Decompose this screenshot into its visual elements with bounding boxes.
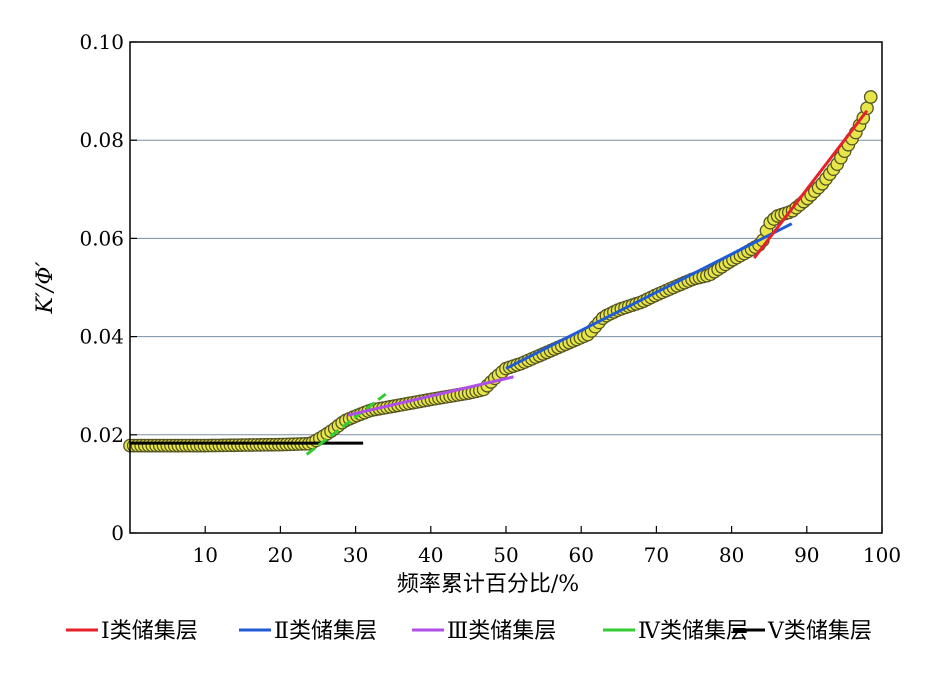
y-tick-label: 0.06 — [79, 226, 124, 250]
legend: Ⅰ类储集层 Ⅱ类储集层 Ⅲ类储集层 Ⅳ类储集层 Ⅴ类储集层 — [66, 619, 872, 644]
grid-lines — [130, 139, 882, 436]
y-axis-title: K′/Φ′ — [33, 262, 58, 315]
y-tick-label: 0 — [111, 521, 124, 545]
y-tick-label: 0.02 — [79, 423, 124, 447]
data-points — [123, 90, 878, 453]
x-tick-label: 30 — [343, 543, 368, 567]
regression-line — [752, 109, 869, 259]
x-axis-title: 频率累计百分比/% — [397, 572, 579, 597]
x-tick-label: 50 — [493, 543, 518, 567]
x-tick-label: 80 — [719, 543, 744, 567]
legend-label: Ⅲ类储集层 — [447, 619, 556, 644]
data-point — [863, 90, 878, 104]
legend-label: Ⅱ类储集层 — [274, 619, 377, 644]
regression-line — [505, 222, 793, 370]
y-tick-label: 0.10 — [79, 30, 124, 54]
legend-label: Ⅴ类储集层 — [767, 619, 872, 644]
x-tick-label: 20 — [268, 543, 293, 567]
x-tick-label: 40 — [418, 543, 443, 567]
regression-line — [305, 392, 387, 456]
plot-frame — [129, 41, 883, 534]
legend-label: Ⅳ类储集层 — [638, 619, 748, 644]
x-tick-label: 10 — [192, 543, 217, 567]
y-axis: 0 0.02 0.04 0.06 0.08 0.10 — [79, 30, 137, 545]
y-tick-label: 0.04 — [79, 325, 124, 349]
regression-line — [347, 375, 514, 417]
x-tick-label: 70 — [644, 543, 669, 567]
x-tick-label: 60 — [568, 543, 593, 567]
x-tick-label: 90 — [794, 543, 819, 567]
regression-lines — [130, 109, 869, 456]
x-tick-label: 100 — [863, 543, 901, 567]
legend-label: Ⅰ类储集层 — [101, 619, 198, 644]
x-axis: 10 20 30 40 50 60 70 80 90 100 — [192, 526, 901, 567]
y-tick-label: 0.08 — [79, 128, 124, 152]
